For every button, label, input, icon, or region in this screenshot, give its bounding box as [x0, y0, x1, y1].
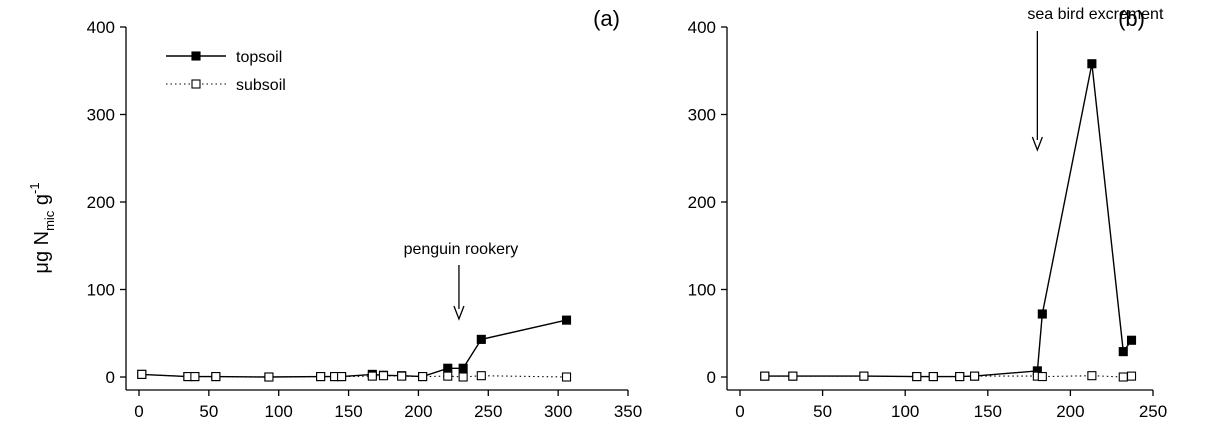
data-point-topsoil [1037, 309, 1047, 319]
y-tick-label: 100 [87, 281, 115, 300]
data-point-subsoil [211, 372, 221, 382]
y-axis-title-unit: g [31, 194, 53, 211]
x-tick-label: 150 [334, 402, 362, 421]
x-tick-label: 50 [813, 402, 832, 421]
annotation-text: penguin rookery [404, 241, 519, 258]
legend-label-subsoil: subsoil [236, 77, 286, 94]
data-point-subsoil [476, 371, 486, 381]
panel-label: (a) [593, 6, 620, 31]
data-point-subsoil [1087, 371, 1097, 381]
x-tick-label: 100 [891, 402, 919, 421]
x-tick-label: 150 [974, 402, 1002, 421]
data-point-subsoil [378, 371, 389, 381]
x-tick-label: 300 [544, 402, 572, 421]
x-tick-label: 50 [199, 402, 218, 421]
data-point-subsoil [1126, 371, 1137, 381]
data-point-topsoil [1126, 335, 1137, 345]
data-point-subsoil [458, 372, 468, 382]
y-tick-label: 0 [106, 368, 115, 387]
data-point-subsoil [788, 371, 798, 381]
y-axis-title-sup: -1 [27, 182, 42, 194]
x-tick-label: 0 [134, 402, 143, 421]
x-tick-label: 200 [404, 402, 432, 421]
panel-b: 0 100 200 300 400 0 50 100 150 200 250 (b)sea bird … [688, 6, 1168, 421]
annotation-arrow-head [453, 305, 465, 321]
y-tick-label: 200 [688, 193, 716, 212]
data-point-subsoil [561, 372, 572, 382]
x-tick-label: 250 [1139, 402, 1167, 421]
series-line-topsoil [141, 319, 567, 378]
data-point-subsoil [859, 371, 869, 381]
y-tick-label: 400 [688, 18, 716, 37]
data-point-topsoil [1087, 59, 1097, 69]
data-point-subsoil [367, 371, 377, 381]
data-point-topsoil [458, 363, 468, 373]
data-point-subsoil [316, 372, 326, 382]
y-axis-title-sub: mic [42, 210, 57, 231]
data-point-subsoil [1037, 372, 1047, 382]
y-tick-label: 200 [87, 193, 115, 212]
x-tick-label: 350 [614, 402, 642, 421]
y-tick-label: 300 [688, 106, 716, 125]
data-point-subsoil [912, 372, 922, 382]
annotation-text: sea bird excrement [1027, 6, 1164, 23]
data-point-subsoil [970, 371, 980, 381]
data-point-subsoil [264, 372, 274, 382]
data-point-subsoil [397, 371, 407, 381]
data-point-subsoil [418, 372, 428, 382]
data-point-subsoil [955, 372, 965, 382]
x-tick-label: 0 [735, 402, 744, 421]
data-point-subsoil [760, 371, 770, 381]
data-point-subsoil [337, 372, 347, 382]
data-point-topsoil [476, 334, 486, 344]
y-axis-title: μg Nmic g-1 [27, 182, 57, 273]
x-tick-label: 100 [265, 402, 293, 421]
panel-a: 0 100 200 300 400 0 50 100 150 200 250 300 350 (a) pen… [87, 6, 643, 421]
legend-marker-topsoil [191, 51, 201, 61]
y-tick-label: 300 [87, 106, 115, 125]
y-tick-label: 100 [688, 281, 716, 300]
y-tick-label: 400 [87, 18, 115, 37]
panel-label: (b) [1118, 6, 1145, 31]
data-point-topsoil [443, 363, 453, 373]
series-line-topsoil [764, 63, 1133, 378]
y-axis-title-main: μg N [31, 231, 53, 274]
data-point-subsoil [137, 369, 147, 379]
data-point-subsoil [190, 372, 200, 382]
legend-marker-subsoil [191, 79, 201, 89]
annotation-arrow-head [1031, 136, 1043, 152]
data-point-topsoil [561, 315, 572, 325]
y-tick-label: 0 [707, 368, 716, 387]
data-point-subsoil [928, 372, 938, 382]
data-point-topsoil [1118, 347, 1128, 357]
series-line-subsoil [141, 373, 567, 378]
x-tick-label: 250 [474, 402, 502, 421]
data-point-subsoil [1118, 372, 1128, 382]
legend-label-topsoil: topsoil [236, 49, 282, 66]
x-tick-label: 200 [1056, 402, 1084, 421]
data-point-subsoil [443, 371, 453, 381]
